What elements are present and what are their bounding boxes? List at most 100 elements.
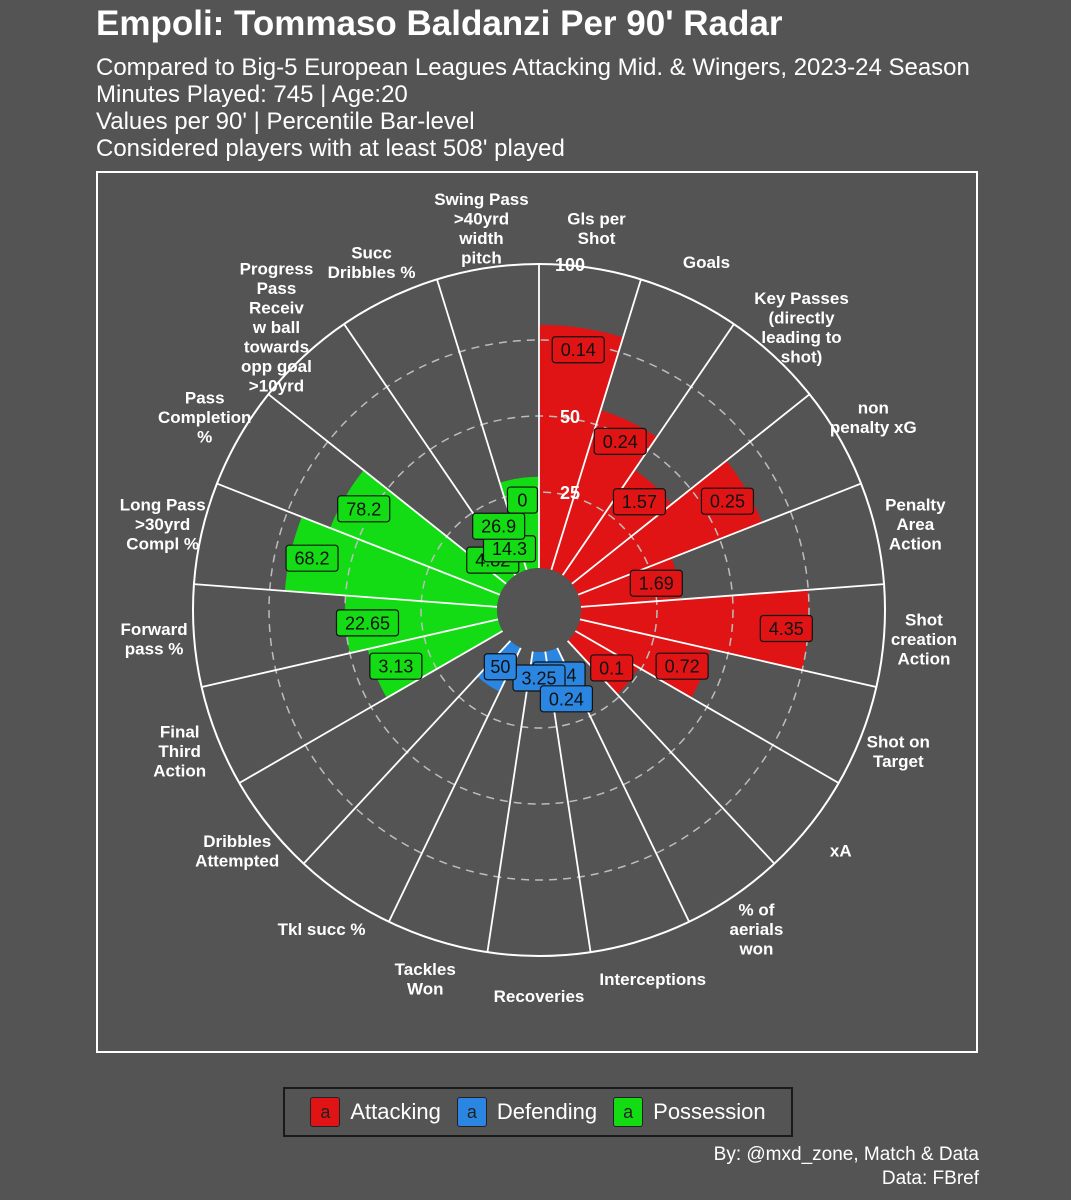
category-label-8: % of aerials won [729,900,783,958]
category-label-line: Recoveries [494,987,585,1006]
category-label-line: Action [897,649,950,668]
legend-label-defending: Defending [496,1099,598,1124]
category-label-line: Pass [185,389,225,408]
category-label-line: Penalty [885,496,946,515]
category-label-line: Dribbles % [328,263,416,282]
category-label-12: Tkl succ % [278,920,366,939]
spoke-14 [238,630,504,784]
category-label-line: Completion [158,408,252,427]
legend-key-defending: a [456,1097,487,1127]
chart-panel: 25 50 100 0.14 0.24 1.57 0.25 1.69 4.35 0.72 0.1 0.… [96,171,978,1053]
value-label-box-16 [285,544,339,572]
value-label-box-14 [369,652,423,680]
value-label-box-4 [629,569,683,597]
category-label-line: >10yrd [249,377,304,396]
category-label-19: Succ Dribbles % [328,243,416,282]
category-label-line: opp goal [241,357,312,376]
category-label-line: w ball [252,318,300,337]
category-label-line: Target [873,752,924,771]
value-label-6: 0.72 [665,657,700,677]
subtitle-line-2: Minutes Played: 745 | Age:20 [96,81,408,108]
category-label-2: Key Passes (directly leading to shot) [754,289,849,367]
category-label-line: Attempted [195,851,279,870]
value-label-2: 1.57 [622,492,657,512]
legend-label-attacking: Attacking [350,1099,441,1124]
category-label-line: Key Passes [754,289,849,308]
value-label-0: 0.14 [561,340,596,360]
category-label-9: Interceptions [599,970,706,989]
category-label-line: Gls per [567,210,626,229]
category-label-line: towards [244,338,309,357]
value-label-5: 4.35 [769,619,804,639]
category-label-line: Compl % [126,535,199,554]
value-label-16: 68.2 [295,549,330,569]
spoke-15 [201,618,499,688]
chart-subtitle: Compared to Big-5 European Leagues Attac… [96,54,970,162]
spoke-1 [550,279,642,571]
value-label-20: 0 [517,491,527,511]
spoke-6 [579,618,877,688]
category-label-line: Tackles [395,960,456,979]
category-label-line: Succ [351,243,392,262]
category-label-line: Area [896,515,934,534]
category-label-line: Goals [683,253,730,272]
value-label-7: 0.1 [599,658,624,678]
center-hole [497,568,581,652]
category-label-line: xA [830,842,852,861]
value-label-extra-1: 0.24 [549,689,584,709]
value-label-box-extra-1 [539,685,594,713]
category-label-line: Shot [578,229,616,248]
value-label-box-12 [483,653,517,681]
category-label-15: Forward pass % [121,620,188,659]
category-label-line: pitch [461,249,502,268]
category-label-line: won [738,939,773,958]
value-label-box-3 [700,487,755,515]
category-label-line: penalty xG [830,418,917,437]
spoke-2 [561,323,735,576]
category-label-line: Tkl succ % [278,920,366,939]
legend-item-attacking: a Attacking [310,1097,441,1127]
value-label-box-2 [612,488,667,516]
category-label-10: Recoveries [494,987,585,1006]
category-label-6: Shot on Target [867,732,930,771]
legend-item-defending: a Defending [456,1097,598,1127]
spoke-13 [303,640,512,865]
category-label-line: creation [891,630,957,649]
value-label-box-0 [551,336,605,364]
spoke-16 [193,583,498,608]
category-label-line: Swing Pass [434,190,528,209]
category-label-18: Progress Pass Receiv w ball towards opp goal >… [240,260,314,396]
grid-circle-75 [268,339,810,881]
subtitle-line-1: Compared to Big-5 European Leagues Attac… [96,54,970,81]
spoke-12 [388,647,522,923]
category-label-line: Action [153,762,206,781]
category-label-3: non penalty xG [830,398,917,437]
category-label-17: Pass Completion% [158,389,252,447]
category-label-line: aerials [729,920,783,939]
category-label-7: xA [830,842,852,861]
chart-title: Empoli: Tommaso Baldanzi Per 90' Radar [96,4,783,43]
caption-author: By: @mxd_zone, Match & Data [713,1144,979,1165]
value-label-14: 3.13 [378,657,413,677]
value-label-box-extra-0 [472,512,526,540]
spoke-4 [577,482,862,596]
category-label-line: Long Pass [120,496,206,515]
category-label-line: leading to [761,328,841,347]
category-label-line: Action [889,535,942,554]
category-label-line: non [858,398,889,417]
category-label-5: Shot creation Action [891,610,957,668]
value-label-19: 14.3 [492,539,527,559]
category-label-line: Interceptions [599,970,706,989]
category-label-line: shot) [781,347,823,366]
value-label-12: 50 [490,657,510,677]
value-label-box-17 [337,495,391,523]
bar-10 [530,651,548,665]
value-label-10: 3.25 [521,669,556,689]
category-label-line: % of [738,900,774,919]
category-label-line: Won [407,980,444,999]
radial-tick-100: 100 [555,255,585,275]
legend-key-attacking: a [310,1097,341,1127]
subtitle-line-4: Considered players with at least 508' pl… [96,135,565,162]
category-label-line: Shot on [867,732,930,751]
subtitle-line-3: Values per 90' | Percentile Bar-level [96,108,475,135]
